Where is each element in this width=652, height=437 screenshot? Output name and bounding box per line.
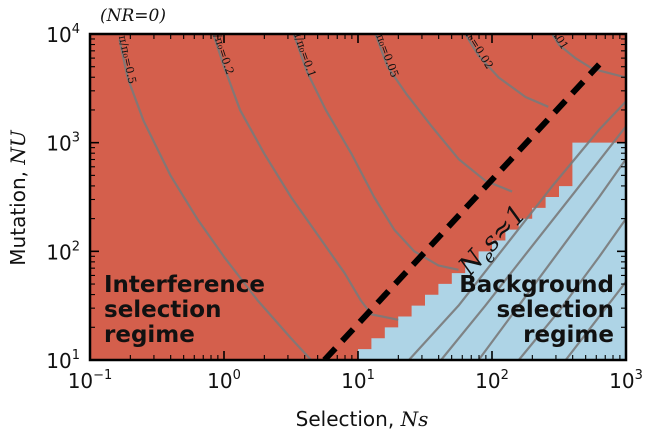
contour-line-8: [477, 158, 626, 360]
x-tick-exp: 0: [233, 368, 241, 383]
background-label-line-1: selection: [497, 297, 614, 323]
x-tick-label-2: 101: [341, 368, 375, 393]
x-tick-base: 10: [341, 369, 366, 393]
x-tick-base: 10: [207, 369, 232, 393]
contour-line-6: [408, 100, 626, 360]
y-tick-label-1: 102: [46, 239, 80, 264]
x-tick-label-4: 103: [609, 368, 643, 393]
y-tick-base: 10: [46, 349, 71, 373]
interference-label-line-2: regime: [104, 322, 195, 348]
interference-label-line-1: selection: [104, 297, 221, 323]
neutral-line: [322, 62, 602, 360]
x-tick-exp: 2: [501, 368, 509, 383]
x-tick-exp: 3: [635, 368, 643, 383]
y-tick-exp: 3: [72, 131, 80, 146]
background-label-line-0: Background: [459, 272, 614, 298]
plot-clip-group: π/π₀=0.5 π/π₀=0.2 π/π₀=0.1 π/π₀=0.05 π/π₀=0.…: [90, 34, 626, 360]
x-tick-base: 10: [609, 369, 634, 393]
contour-line-2: [292, 34, 459, 271]
y-axis-label: Mutation, NU: [6, 129, 30, 266]
contour-line-0: [118, 39, 312, 360]
x-tick-exp: −1: [93, 368, 112, 383]
y-tick-exp: 2: [72, 239, 80, 254]
y-tick-exp: 1: [72, 348, 80, 363]
x-axis-label-text: Selection,: [296, 407, 401, 431]
y-tick-label-3: 104: [46, 22, 80, 47]
x-tick-label-3: 102: [475, 368, 509, 393]
contour-line-10: [564, 281, 626, 360]
y-tick-base: 10: [46, 23, 71, 47]
y-tick-base: 10: [46, 240, 71, 264]
x-tick-label-0: 10−1: [68, 368, 113, 393]
x-tick-exp: 1: [367, 368, 375, 383]
plot-area: π/π₀=0.5 π/π₀=0.2 π/π₀=0.1 π/π₀=0.05 π/π₀=0.…: [90, 34, 626, 360]
y-axis-label-text: Mutation,: [6, 165, 30, 266]
y-tick-label-2: 103: [46, 131, 80, 156]
y-tick-label-0: 101: [46, 348, 80, 373]
background-region: [358, 142, 626, 360]
x-tick-base: 10: [68, 369, 93, 393]
contour-line-9: [517, 218, 626, 360]
background-label-line-2: regime: [523, 322, 614, 348]
x-tick-label-1: 100: [207, 368, 241, 393]
y-tick-base: 10: [46, 132, 71, 156]
contour-line-4: [464, 34, 549, 108]
x-axis-label-math: Ns: [400, 407, 429, 431]
contour-line-1: [212, 34, 399, 321]
contour-line-3: [374, 34, 513, 193]
contour-line-5: [551, 34, 626, 79]
x-tick-base: 10: [475, 369, 500, 393]
contour-line-7: [440, 125, 626, 360]
chart-title: (NR=0): [100, 6, 166, 26]
x-axis-label: Selection, Ns: [296, 407, 429, 431]
interference-label-line-0: Interference: [104, 272, 265, 298]
y-tick-exp: 4: [72, 22, 80, 37]
y-axis-label-math: NU: [6, 129, 30, 166]
